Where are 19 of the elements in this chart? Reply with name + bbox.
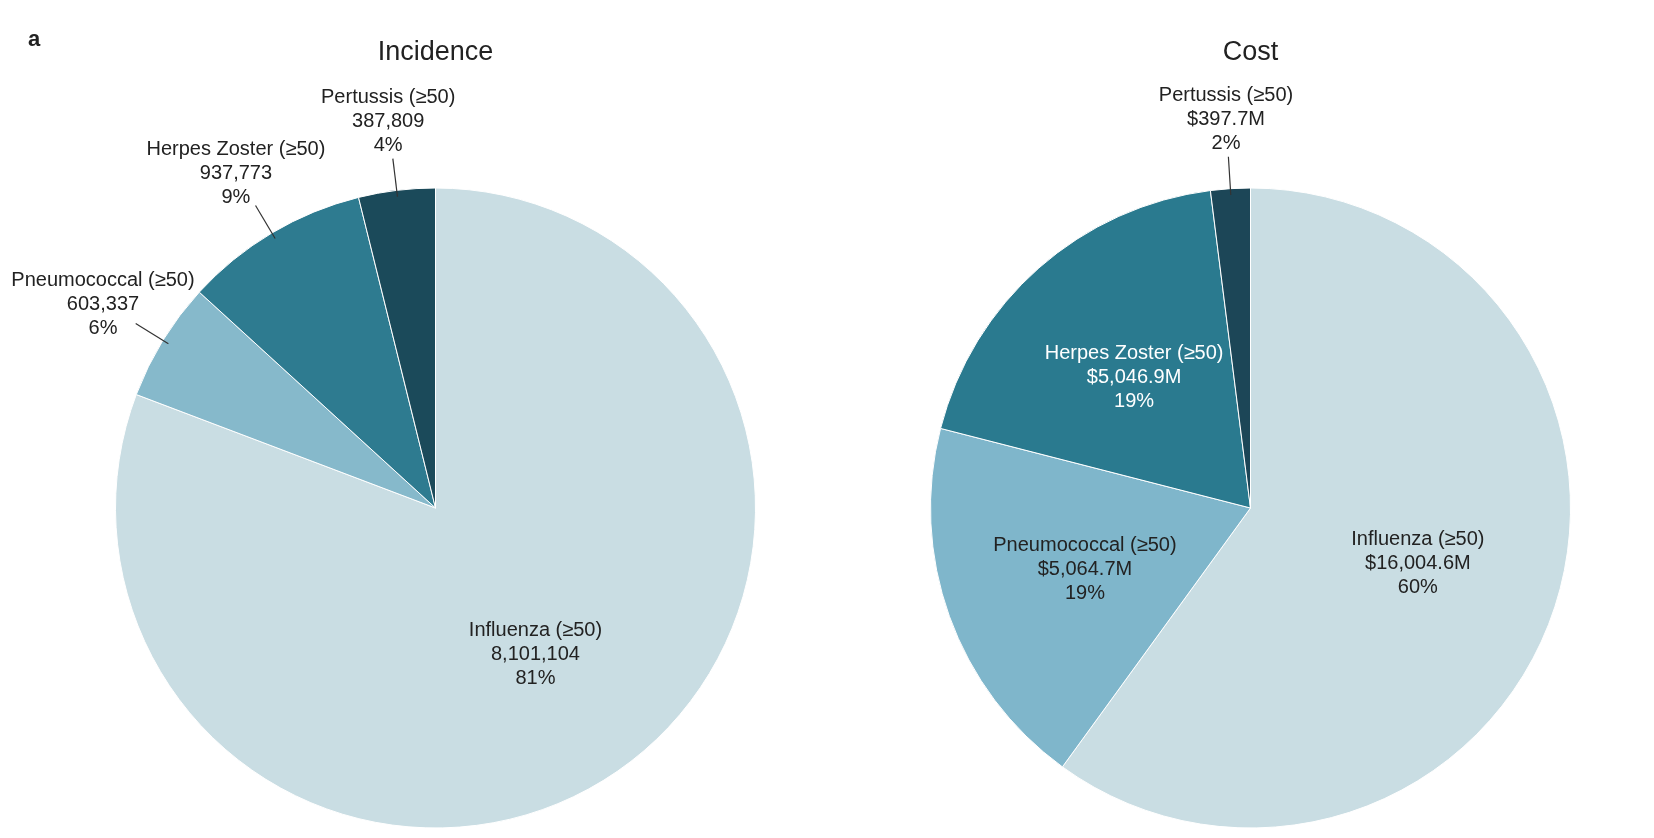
chart-title: Incidence [377, 36, 494, 66]
text: a [28, 26, 41, 51]
slice-label: Pneumococcal (≥50) [993, 532, 1177, 555]
slice-label: Pertussis (≥50) [1158, 83, 1294, 106]
data-label: $397.7M 2% [1187, 107, 1265, 154]
slice-label: Herpes Zoster (≥50) [1044, 340, 1224, 363]
slice-label: Pneumococcal (≥50) [11, 268, 195, 291]
data-label: 387,809 4% [352, 109, 425, 156]
data-label: 937,773 9% [199, 161, 273, 208]
data-label: $5,046.9M 19% [1086, 364, 1182, 411]
data-label: $5,064.7M 19% [1037, 556, 1133, 603]
data-label: 8,101,104 81% [490, 641, 580, 688]
chart-title: Cost [1222, 36, 1279, 66]
data-label: 603,337 6% [66, 292, 140, 339]
slice-label: Pertussis (≥50) [321, 85, 456, 108]
slice-label: Influenza (≥50) [468, 617, 603, 640]
data-label: $16,004.6M 60% [1365, 551, 1471, 598]
slice-label: Influenza (≥50) [1351, 527, 1485, 550]
slice-label: Herpes Zoster (≥50) [146, 137, 326, 160]
